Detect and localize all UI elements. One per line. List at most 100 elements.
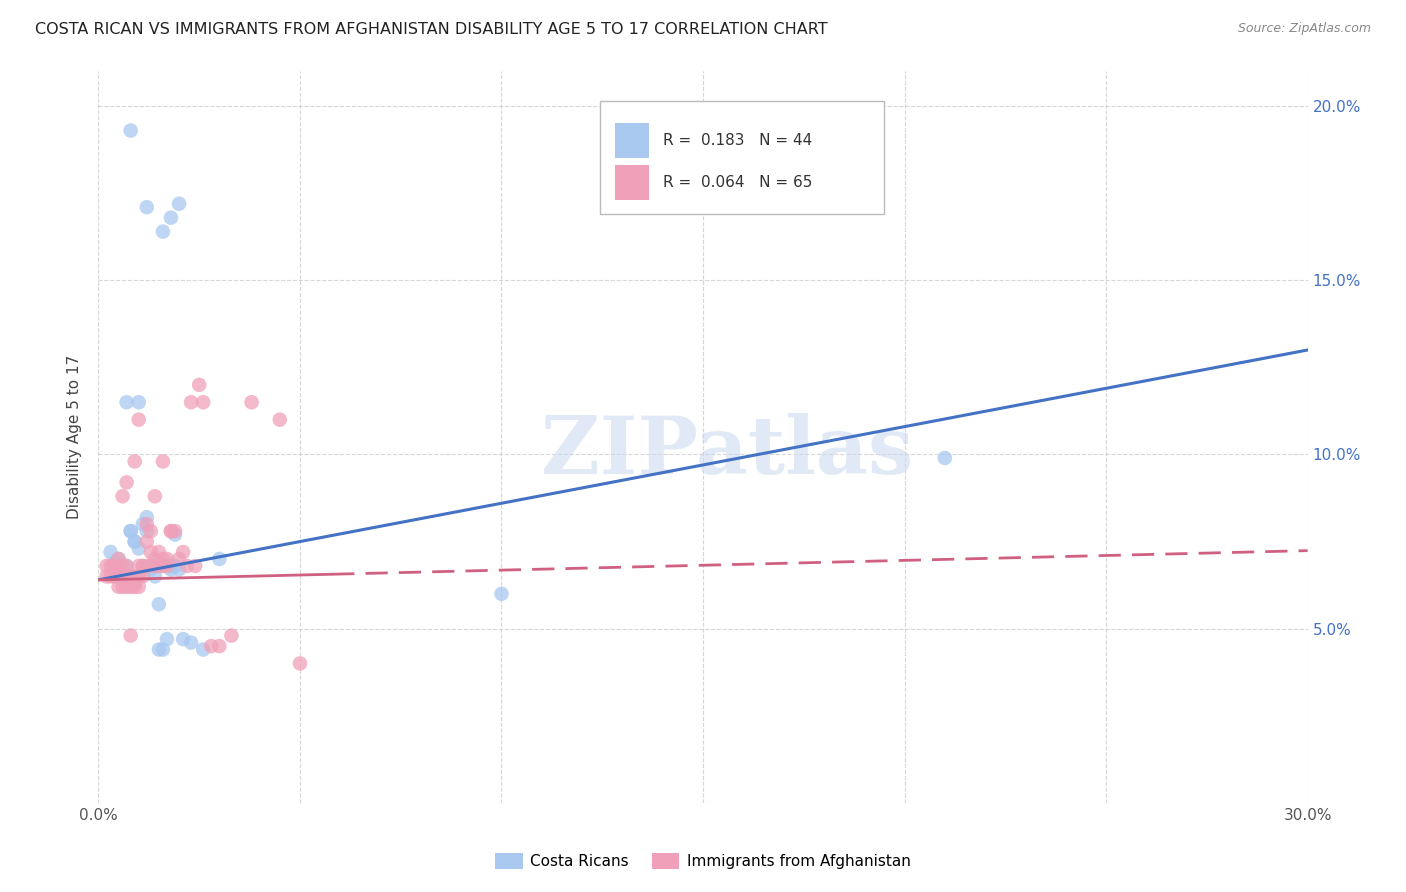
Point — [120, 580, 142, 594]
Point — [120, 569, 142, 583]
Point — [143, 558, 166, 573]
Point — [128, 569, 150, 583]
Point — [115, 558, 138, 573]
Point — [180, 635, 202, 649]
Point — [115, 395, 138, 409]
Point — [135, 558, 157, 573]
Text: R =  0.183   N = 44: R = 0.183 N = 44 — [664, 133, 813, 148]
Point — [193, 395, 215, 409]
Point — [208, 639, 231, 653]
Point — [103, 558, 125, 573]
Point — [107, 569, 129, 583]
Point — [135, 517, 157, 532]
Point — [115, 475, 138, 490]
Point — [111, 489, 134, 503]
Point — [107, 569, 129, 583]
Point — [128, 395, 150, 409]
Point — [115, 558, 138, 573]
Point — [115, 569, 138, 583]
FancyBboxPatch shape — [614, 123, 648, 158]
Point — [180, 395, 202, 409]
Point — [120, 524, 142, 538]
Point — [96, 558, 118, 573]
Point — [176, 558, 198, 573]
Point — [152, 558, 174, 573]
Point — [148, 558, 170, 573]
Point — [160, 524, 183, 538]
Point — [124, 569, 146, 583]
Point — [107, 552, 129, 566]
Point — [152, 454, 174, 468]
Point — [163, 527, 186, 541]
Point — [107, 558, 129, 573]
Point — [111, 569, 134, 583]
Point — [221, 629, 243, 643]
Point — [143, 558, 166, 573]
Point — [172, 632, 194, 646]
Text: ZIPatlas: ZIPatlas — [541, 413, 914, 491]
Point — [148, 597, 170, 611]
Point — [103, 556, 125, 570]
Point — [103, 558, 125, 573]
Point — [124, 454, 146, 468]
Point — [152, 225, 174, 239]
Point — [163, 558, 186, 573]
Y-axis label: Disability Age 5 to 17: Disability Age 5 to 17 — [67, 355, 83, 519]
Point — [240, 395, 263, 409]
Point — [128, 541, 150, 556]
Point — [100, 545, 122, 559]
Point — [163, 524, 186, 538]
Point — [132, 569, 155, 583]
Point — [139, 524, 162, 538]
Point — [107, 552, 129, 566]
Point — [148, 642, 170, 657]
Point — [120, 576, 142, 591]
Text: COSTA RICAN VS IMMIGRANTS FROM AFGHANISTAN DISABILITY AGE 5 TO 17 CORRELATION CH: COSTA RICAN VS IMMIGRANTS FROM AFGHANIST… — [35, 22, 828, 37]
Point — [111, 558, 134, 573]
Point — [128, 569, 150, 583]
Point — [152, 642, 174, 657]
Point — [167, 196, 190, 211]
Point — [124, 576, 146, 591]
Point — [491, 587, 513, 601]
Point — [934, 450, 956, 465]
Point — [139, 558, 162, 573]
Point — [160, 524, 183, 538]
Point — [148, 545, 170, 559]
Point — [184, 558, 207, 573]
Point — [160, 562, 183, 576]
Point — [128, 558, 150, 573]
Point — [152, 552, 174, 566]
Point — [132, 558, 155, 573]
Point — [120, 629, 142, 643]
Point — [100, 569, 122, 583]
Point — [143, 552, 166, 566]
Text: Source: ZipAtlas.com: Source: ZipAtlas.com — [1237, 22, 1371, 36]
Point — [120, 524, 142, 538]
Point — [143, 489, 166, 503]
Point — [111, 580, 134, 594]
Point — [160, 558, 183, 573]
Point — [128, 412, 150, 426]
Point — [111, 558, 134, 573]
Point — [143, 569, 166, 583]
Point — [160, 211, 183, 225]
Point — [139, 545, 162, 559]
Point — [188, 377, 211, 392]
Point — [96, 569, 118, 583]
Point — [120, 569, 142, 583]
Point — [135, 524, 157, 538]
Text: R =  0.064   N = 65: R = 0.064 N = 65 — [664, 175, 813, 190]
Point — [152, 558, 174, 573]
Point — [100, 558, 122, 573]
Point — [193, 642, 215, 657]
Point — [208, 552, 231, 566]
FancyBboxPatch shape — [600, 101, 884, 214]
Point — [115, 580, 138, 594]
Point — [107, 580, 129, 594]
Point — [132, 517, 155, 532]
Point — [124, 534, 146, 549]
Legend: Costa Ricans, Immigrants from Afghanistan: Costa Ricans, Immigrants from Afghanista… — [489, 847, 917, 875]
Point — [135, 510, 157, 524]
Point — [135, 200, 157, 214]
